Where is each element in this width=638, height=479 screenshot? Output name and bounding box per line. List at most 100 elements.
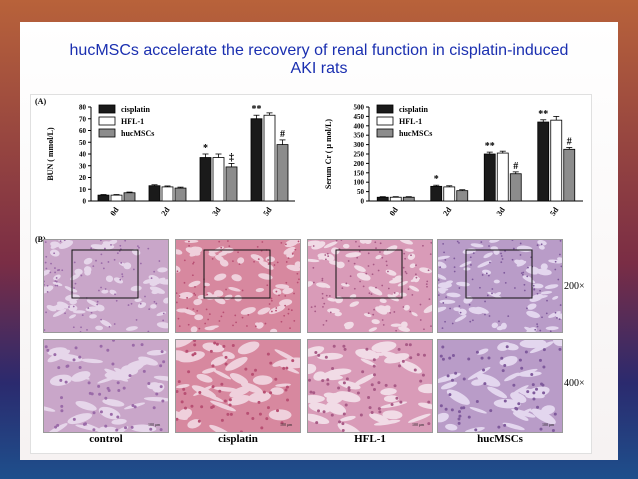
micrograph-1-2-nucleus-11 <box>372 387 376 391</box>
micrograph-0-2-nucleus-41 <box>328 295 331 297</box>
micrograph-0-2-lumen-39 <box>407 253 416 260</box>
micrograph-0-3-lumen-30 <box>529 293 544 302</box>
micrograph-0-3-nucleus-21 <box>458 241 460 244</box>
chart-0-annotation-3: # <box>280 129 285 140</box>
micrograph-0-3-nucleus-56 <box>479 286 481 289</box>
micrograph-0-3-lumen-34 <box>536 268 552 276</box>
micrograph-1-2-lumen-12 <box>371 341 397 353</box>
micrograph-0-3-lumen-25 <box>555 313 562 320</box>
micrograph-0-0-lumen-32 <box>105 275 114 283</box>
micrograph-1-1-lumen-32 <box>282 357 300 369</box>
figure: (A) BUN ( mmol/L) 0 10 20 30 40 50 60 70 80 0d 2d 3d… <box>30 94 592 454</box>
micrograph-0-1-nucleus-71 <box>235 321 237 324</box>
micrograph-1-1-nucleus-21 <box>269 361 273 365</box>
micrograph-0-3-lumen-42 <box>522 275 533 281</box>
micrograph-0-1-nucleus-11 <box>222 311 225 314</box>
micrograph-1-1-lumen-24 <box>268 409 292 421</box>
micrograph-0-3-nucleus-54 <box>546 299 548 302</box>
micrograph-0-3-lumen-53 <box>438 273 447 280</box>
micrograph-1-3-nucleus-55 <box>451 378 455 382</box>
micrograph-1-3-nucleus-15 <box>553 412 557 416</box>
micrograph-0-3-nucleus-36 <box>511 240 514 241</box>
micrograph-0-0-nucleus-31 <box>104 288 107 290</box>
micrograph-0-3-lumen-45 <box>454 315 467 322</box>
micrograph-1-1-nucleus-8 <box>260 426 264 430</box>
micrograph-0-2-nucleus-16 <box>321 279 324 282</box>
micrograph-0-3-nucleus-55 <box>533 288 536 291</box>
micrograph-1-0-nucleus-50 <box>92 411 96 415</box>
micrograph-1-1-nucleus-46 <box>239 430 243 432</box>
micrograph-1-0-nucleus-49 <box>116 415 120 419</box>
micrograph-0-2-nucleus-18 <box>372 263 375 266</box>
micrograph-0-2-nucleus-55 <box>335 240 338 242</box>
micrograph-0-0-nucleus-27 <box>127 304 130 306</box>
micrograph-1-0-lumen-12 <box>111 418 127 425</box>
micrograph-0-2-lumen-10 <box>323 241 338 249</box>
micrograph-1-1-nucleus-56 <box>222 344 226 348</box>
micrograph-0-2-nucleus-77 <box>375 286 377 289</box>
micrograph-0-1-nucleus-66 <box>211 258 214 260</box>
micrograph-1-0: 100 μm <box>43 339 169 433</box>
micrograph-1-0-nucleus-35 <box>152 406 156 410</box>
micrograph-0-2-nucleus-38 <box>314 305 316 308</box>
micrograph-0-3-nucleus-35 <box>469 256 472 259</box>
micrograph-0-0-nucleus-11 <box>104 247 106 250</box>
micrograph-0-2-nucleus-51 <box>367 252 370 255</box>
micrograph-1-3-nucleus-49 <box>489 409 493 413</box>
slide-title: hucMSCs accelerate the recovery of renal… <box>40 42 598 78</box>
chart-1-bar-0-2 <box>402 196 415 202</box>
micrograph-1-2-nucleus-18 <box>326 378 330 382</box>
micrograph-0-2-nucleus-53 <box>362 285 365 288</box>
chart-1-ytick-label-2: 100 <box>354 179 365 187</box>
micrograph-1-1-nucleus-39 <box>251 372 255 376</box>
micrograph-1-3-nucleus-7 <box>531 383 535 387</box>
micrograph-0-2-nucleus-21 <box>321 292 324 295</box>
micrograph-1-2-nucleus-4 <box>359 413 363 417</box>
micrograph-0-0-nucleus-51 <box>136 245 139 248</box>
micrograph-0-0-nucleus-80 <box>124 240 127 242</box>
chart-0-ytick-label-2: 20 <box>79 174 87 182</box>
micrograph-1-1-scale-bar: 100 μm <box>280 422 293 427</box>
micrograph-0-2-lumen-34 <box>375 254 382 260</box>
micrograph-0-3-lumen-55 <box>489 240 500 243</box>
chart-0-legend-swatch-1 <box>98 116 116 126</box>
micrograph-1-2-lumen-26 <box>408 413 431 423</box>
micrograph-1-0-nucleus-17 <box>104 396 108 400</box>
micrograph-1-1-nucleus-58 <box>285 385 289 389</box>
micrograph-1-0-nucleus-12 <box>159 428 163 432</box>
micrograph-0-2-nucleus-89 <box>312 266 315 269</box>
micrograph-0-1-nucleus-55 <box>241 289 244 292</box>
micrograph-0-0-nucleus-40 <box>153 300 156 303</box>
micrograph-0-3-lumen-27 <box>477 260 492 268</box>
micrograph-0-2-nucleus-57 <box>404 270 407 273</box>
micrograph-1-2-nucleus-31 <box>330 413 334 417</box>
micrograph-1-3-nucleus-32 <box>467 357 471 361</box>
micrograph-0-0-nucleus-33 <box>54 271 56 274</box>
micrograph-0-3-nucleus-75 <box>541 316 543 319</box>
micrograph-0-3-nucleus-52 <box>523 289 526 292</box>
micrograph-1-2-nucleus-23 <box>365 347 369 351</box>
micrograph-1-0-lumen-15 <box>58 353 83 362</box>
micrograph-0-3-nucleus-3 <box>471 278 474 281</box>
micrograph-0-0-nucleus-0 <box>153 270 156 273</box>
micrograph-1-0-nucleus-51 <box>140 343 144 347</box>
micrograph-1-0-nucleus-15 <box>117 388 121 392</box>
micrograph-1-3-lumen-11 <box>476 348 489 355</box>
micrograph-0-1-lumen-32 <box>222 247 234 254</box>
micrograph-1-1-nucleus-38 <box>224 362 228 366</box>
micrograph-0-3-nucleus-20 <box>487 274 490 277</box>
micrograph-0-0-nucleus-71 <box>107 261 110 263</box>
micrograph-0-2-lumen-46 <box>349 301 360 307</box>
micrograph-0-2-lumen-5 <box>409 285 420 292</box>
micrograph-0-2-nucleus-78 <box>373 308 375 311</box>
micrograph-1-1-nucleus-16 <box>209 349 213 353</box>
micrograph-0-2-nucleus-62 <box>427 269 430 272</box>
micrograph-1-0-lumen-32 <box>103 426 118 432</box>
micrograph-1-1-nucleus-11 <box>274 377 278 381</box>
chart-0-xtick-label-0: 0d <box>108 205 121 218</box>
micrograph-1-2-nucleus-29 <box>416 353 420 357</box>
micrograph-0-1-nucleus-67 <box>176 301 178 304</box>
micrograph-1-1-nucleus-41 <box>282 366 286 370</box>
micrograph-0-1-nucleus-63 <box>188 244 190 247</box>
micrograph-1-3-nucleus-23 <box>448 356 452 360</box>
